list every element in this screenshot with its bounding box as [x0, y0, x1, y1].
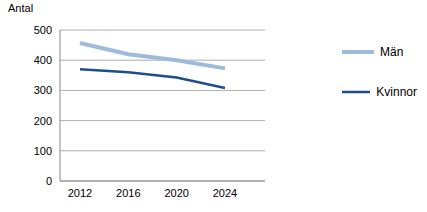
svg-text:0: 0: [46, 175, 52, 187]
svg-text:500: 500: [34, 24, 52, 36]
svg-text:2016: 2016: [116, 187, 140, 199]
html-text:Antal: Antal: [8, 2, 34, 14]
html-text:Kvinnor: Kvinnor: [376, 85, 417, 99]
svg-text:200: 200: [34, 115, 52, 127]
svg-text:100: 100: [34, 145, 52, 157]
html-text:Män: Män: [380, 45, 404, 59]
svg-text:2012: 2012: [68, 187, 92, 199]
svg-text:400: 400: [34, 54, 52, 66]
svg-text:2020: 2020: [164, 187, 188, 199]
svg-text:2024: 2024: [213, 187, 237, 199]
svg-text:300: 300: [34, 84, 52, 96]
